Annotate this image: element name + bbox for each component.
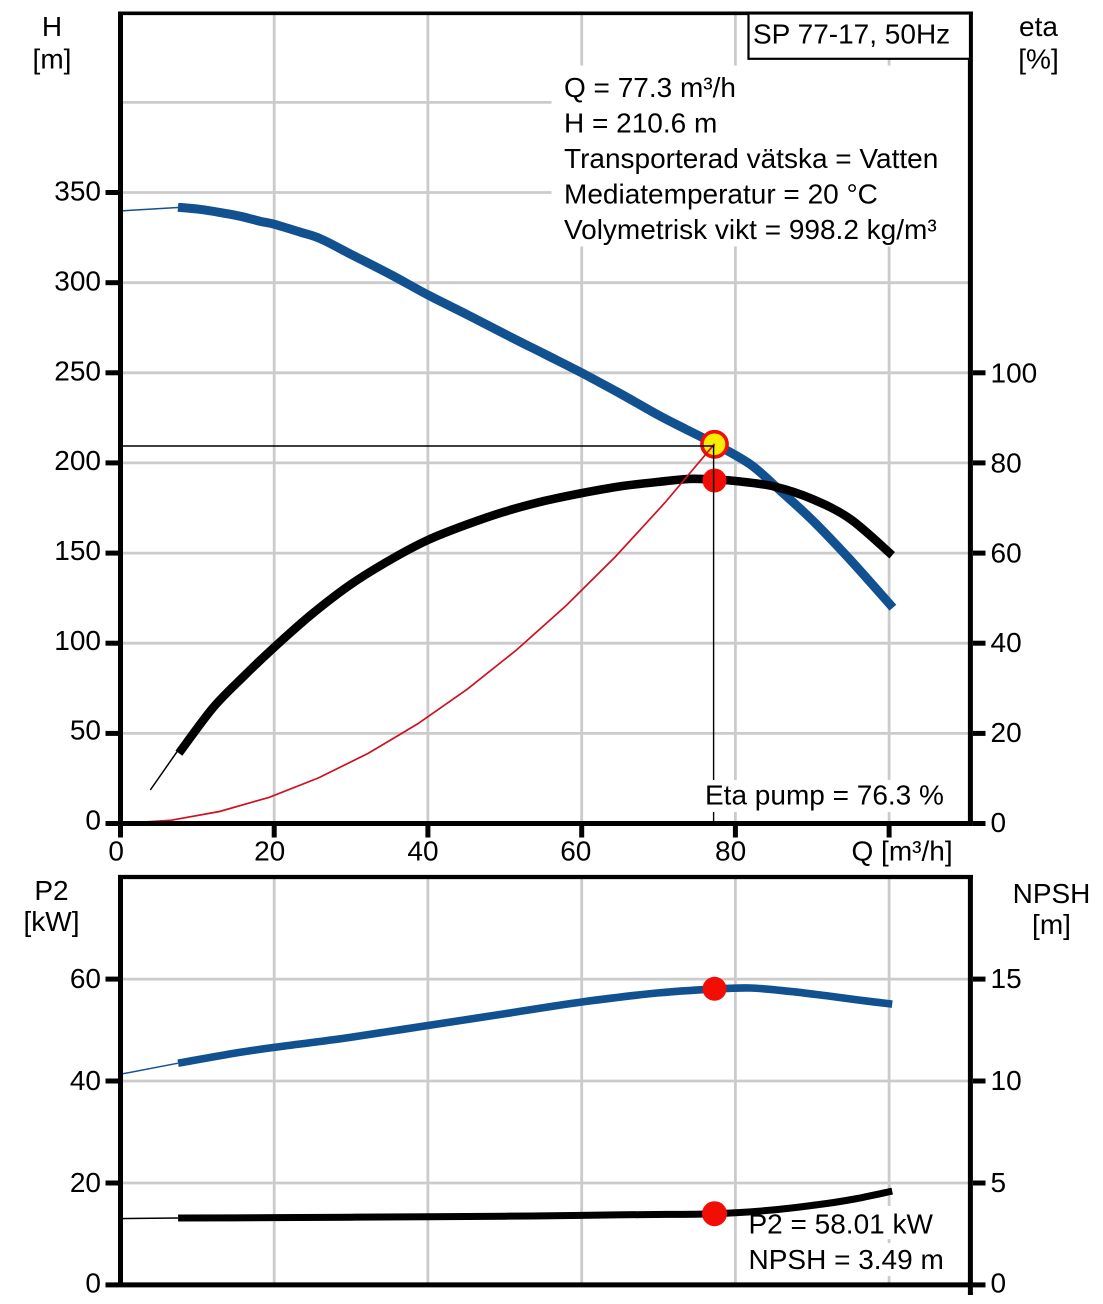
svg-text:0: 0 — [85, 805, 101, 836]
svg-text:0: 0 — [991, 1267, 1007, 1298]
svg-text:SP 77-17, 50Hz: SP 77-17, 50Hz — [753, 19, 950, 50]
svg-text:40: 40 — [407, 835, 438, 866]
svg-text:Mediatemperatur = 20 °C: Mediatemperatur = 20 °C — [564, 178, 878, 209]
svg-text:5: 5 — [991, 1167, 1007, 1198]
svg-text:H: H — [42, 11, 62, 42]
svg-text:0: 0 — [991, 807, 1007, 838]
svg-text:0: 0 — [108, 835, 124, 866]
svg-text:60: 60 — [991, 537, 1022, 568]
svg-text:20: 20 — [70, 1167, 101, 1198]
svg-text:Volymetrisk vikt = 998.2 kg/m³: Volymetrisk vikt = 998.2 kg/m³ — [564, 214, 937, 245]
svg-text:NPSH = 3.49 m: NPSH = 3.49 m — [749, 1244, 944, 1275]
svg-text:[m]: [m] — [33, 44, 72, 75]
svg-text:250: 250 — [54, 355, 101, 386]
svg-text:350: 350 — [54, 176, 101, 207]
svg-text:15: 15 — [991, 963, 1022, 994]
svg-text:40: 40 — [991, 627, 1022, 658]
svg-text:80: 80 — [991, 447, 1022, 478]
svg-text:10: 10 — [991, 1065, 1022, 1096]
svg-text:P2: P2 — [34, 875, 68, 906]
svg-text:20: 20 — [991, 717, 1022, 748]
svg-text:[%]: [%] — [1018, 44, 1058, 75]
svg-text:Eta pump = 76.3 %: Eta pump = 76.3 % — [705, 780, 944, 811]
svg-text:100: 100 — [991, 357, 1038, 388]
svg-text:80: 80 — [715, 835, 746, 866]
svg-text:200: 200 — [54, 445, 101, 476]
svg-text:[kW]: [kW] — [24, 906, 80, 937]
svg-text:eta: eta — [1019, 11, 1058, 42]
svg-text:100: 100 — [54, 625, 101, 656]
svg-text:60: 60 — [70, 963, 101, 994]
svg-text:Transporterad vätska = Vatten: Transporterad vätska = Vatten — [564, 143, 938, 174]
svg-text:20: 20 — [254, 835, 285, 866]
svg-text:Q [m³/h]: Q [m³/h] — [852, 835, 953, 866]
svg-text:60: 60 — [560, 835, 591, 866]
svg-text:0: 0 — [85, 1267, 101, 1298]
svg-text:[m]: [m] — [1032, 909, 1071, 940]
svg-text:50: 50 — [70, 715, 101, 746]
svg-text:NPSH: NPSH — [1013, 878, 1091, 909]
svg-text:P2 = 58.01 kW: P2 = 58.01 kW — [749, 1209, 934, 1240]
svg-text:300: 300 — [54, 265, 101, 296]
svg-text:Q = 77.3 m³/h: Q = 77.3 m³/h — [564, 72, 736, 103]
svg-text:H = 210.6 m: H = 210.6 m — [564, 108, 717, 139]
svg-text:150: 150 — [54, 535, 101, 566]
svg-text:40: 40 — [70, 1065, 101, 1096]
